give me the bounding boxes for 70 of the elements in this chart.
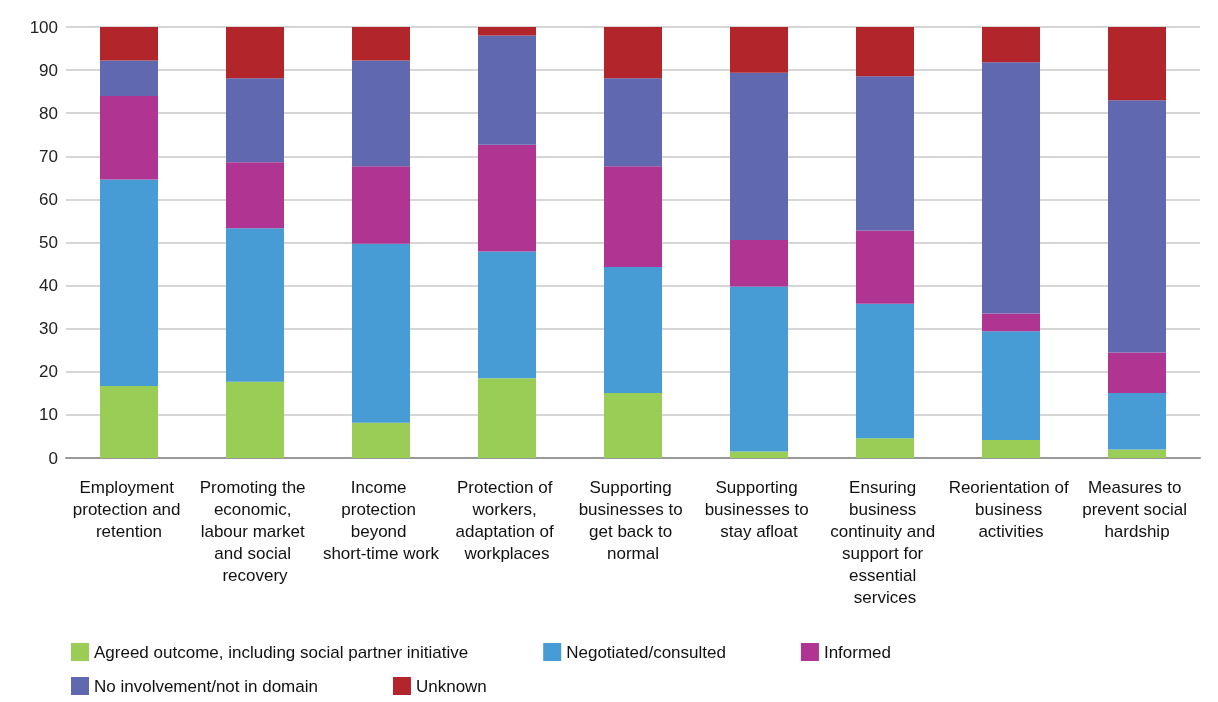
bar [604,392,662,458]
bar [856,230,914,304]
y-tick-label: 10 [39,405,58,425]
bar [856,438,914,458]
bar [352,422,410,458]
legend-label: Negotiated/consulted [566,642,726,662]
bar [730,286,788,452]
bar [1108,392,1166,450]
bar [604,27,662,79]
bar [226,78,284,163]
y-tick-label: 80 [39,103,58,123]
x-tick-label: Promoting the economic, labour market and social recovery [199,477,311,585]
bar [100,27,158,61]
legend-label: Unknown [415,676,487,696]
bar [604,267,662,393]
bar [856,303,914,439]
y-tick-label: 70 [39,146,58,166]
bar [730,27,788,73]
bar [856,76,914,231]
bar [478,27,536,36]
bar [352,27,410,61]
bar [478,251,536,379]
bar [478,35,536,145]
bar [730,451,788,458]
bar [730,239,788,287]
y-tick-label: 20 [39,362,58,382]
bar [730,72,788,240]
bar [352,243,410,423]
bar [100,179,158,387]
bar [982,27,1040,63]
y-tick-label: 30 [39,319,58,339]
y-tick-label: 90 [39,60,58,80]
x-tick-label: Measures to prevent social hardship [1082,477,1192,541]
x-tick-label: Reorientation of business activities [948,477,1074,541]
y-tick-label: 50 [39,233,58,252]
bar [1108,449,1166,458]
y-tick-label: 60 [39,189,58,209]
bar [982,331,1040,440]
y-tick-label: 100 [29,17,58,37]
bar [1108,100,1166,353]
bar [1108,27,1166,101]
bar [226,381,284,458]
bar [226,228,284,382]
bar [478,144,536,252]
bar [100,386,158,458]
bar [478,378,536,458]
bar [352,60,410,167]
y-tick-label: 0 [48,448,58,468]
legend-label: Informed [823,642,892,662]
bar [604,166,662,268]
x-tick-label: Ensuring business continuity and support for essential services [830,477,940,607]
x-tick-label: Employment protection and retention [72,477,186,541]
bar [1108,352,1166,393]
x-tick-label: Protection of workers, adaptation of workplaces [455,477,559,563]
bar [352,166,410,244]
legend-label: Agreed outcome, including social partner initiative [94,642,469,662]
bar [982,439,1040,458]
legend-label: No involvement/not in domain [94,676,318,696]
bar [100,60,158,96]
bar [226,27,284,79]
bar [604,78,662,167]
x-tick-label: Supporting businesses to stay afloat [704,477,814,541]
bar [100,95,158,180]
bar [982,62,1040,314]
bar [856,27,914,77]
x-tick-label: Income protection beyond short-time work [322,477,440,563]
bar [982,313,1040,332]
bar [226,162,284,229]
x-tick-label: Supporting businesses to get back to normal [578,477,688,563]
y-tick-label: 40 [39,276,58,296]
